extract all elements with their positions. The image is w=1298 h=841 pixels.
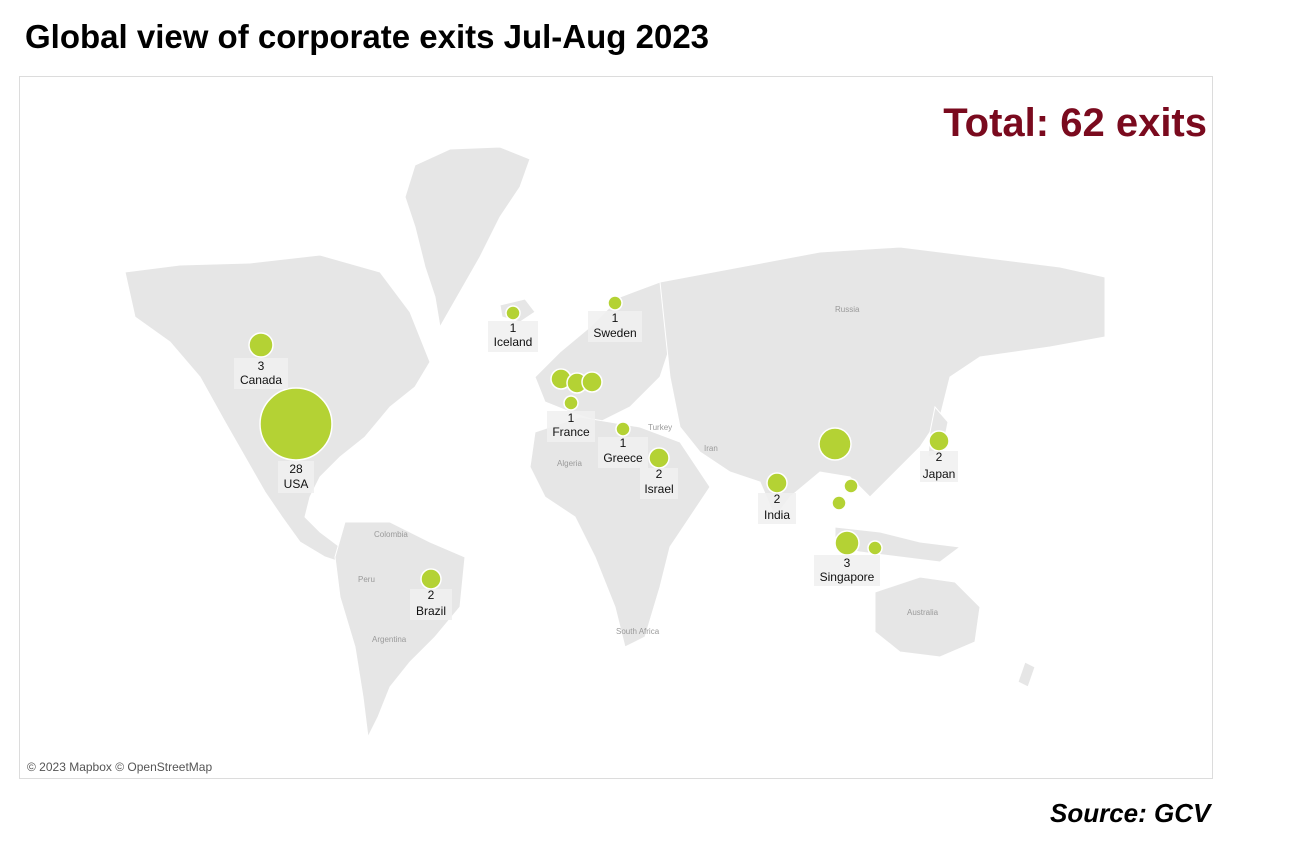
label-bg-japan [920, 451, 958, 482]
country-israel: Israel [644, 482, 673, 496]
landmass-new-zealand [1017, 661, 1036, 688]
map-label-argentina: Argentina [372, 635, 407, 644]
bubble-japan[interactable] [928, 430, 950, 452]
count-canada: 3 [258, 359, 265, 373]
label-bg-france [547, 411, 595, 442]
bubble-iceland[interactable] [505, 305, 521, 321]
landmass-asia [659, 246, 1106, 518]
count-brazil: 2 [428, 588, 435, 602]
bubble-israel[interactable] [648, 447, 670, 469]
bubble-vietnam[interactable] [843, 478, 859, 494]
landmass-greenland [404, 146, 531, 329]
country-france: France [552, 425, 590, 439]
country-canada: Canada [240, 373, 282, 387]
bubble-singapore[interactable] [834, 530, 860, 556]
label-bg-brazil [410, 589, 452, 620]
bubble-canada[interactable] [248, 332, 274, 358]
country-usa: USA [284, 477, 309, 491]
label-bg-greece [598, 437, 648, 468]
count-greece: 1 [620, 436, 627, 450]
map-label-peru: Peru [358, 575, 375, 584]
count-iceland: 1 [510, 321, 517, 335]
country-iceland: Iceland [494, 335, 533, 349]
count-singapore: 3 [844, 556, 851, 570]
label-bg-iceland [488, 321, 538, 352]
world-map[interactable]: Russia Turkey Algeria Iran Colombia Peru… [19, 76, 1213, 779]
bubble-brazil[interactable] [420, 568, 442, 590]
bubble-sweden[interactable] [607, 295, 623, 311]
unlabelled-bubbles [550, 368, 883, 556]
label-bg-usa [278, 461, 314, 493]
country-singapore: Singapore [820, 570, 875, 584]
country-brazil: Brazil [416, 604, 446, 618]
country-japan: Japan [923, 467, 956, 481]
count-israel: 2 [656, 467, 663, 481]
bubble-greece[interactable] [615, 421, 631, 437]
bubble-france[interactable] [563, 395, 579, 411]
chart-title: Global view of corporate exits Jul-Aug 2… [25, 18, 710, 55]
count-india: 2 [774, 492, 781, 506]
landmass-australia [874, 576, 981, 658]
landmass-south-america [334, 521, 466, 739]
count-sweden: 1 [612, 311, 619, 325]
map-label-colombia: Colombia [374, 530, 408, 539]
bubble-usa[interactable] [259, 387, 333, 461]
bubble-germany[interactable] [581, 371, 603, 393]
bubble-india[interactable] [766, 472, 788, 494]
country-sweden: Sweden [593, 326, 636, 340]
labelled-bubbles: 28 USA 3 Canada 1 Iceland 1 Sweden 1 Fra… [234, 295, 958, 620]
label-bg-canada [234, 358, 288, 389]
map-label-australia: Australia [907, 608, 939, 617]
count-france: 1 [568, 411, 575, 425]
count-japan: 2 [936, 450, 943, 464]
map-label-russia: Russia [835, 305, 860, 314]
total-exits-label: Total: 62 exits [943, 101, 1207, 145]
bubble-china[interactable] [818, 427, 852, 461]
map-label-iran: Iran [704, 444, 718, 453]
map-canvas: Russia Turkey Algeria Iran Colombia Peru… [124, 146, 1106, 739]
country-greece: Greece [603, 451, 643, 465]
base-map-labels: Russia Turkey Algeria Iran Colombia Peru… [358, 305, 939, 644]
map-label-turkey: Turkey [648, 423, 672, 432]
source-note: Source: GCV [1050, 798, 1211, 828]
label-bg-israel [640, 468, 678, 499]
count-usa: 28 [289, 462, 303, 476]
map-label-algeria: Algeria [557, 459, 582, 468]
bubble-malaysia[interactable] [831, 495, 847, 511]
bubble-indonesia[interactable] [867, 540, 883, 556]
label-bg-singapore [814, 555, 880, 586]
label-bg-india [758, 493, 796, 524]
map-attribution[interactable]: © 2023 Mapbox © OpenStreetMap [27, 760, 213, 774]
label-bg-sweden [588, 311, 642, 342]
map-label-south-africa: South Africa [616, 627, 660, 636]
country-india: India [764, 508, 790, 522]
